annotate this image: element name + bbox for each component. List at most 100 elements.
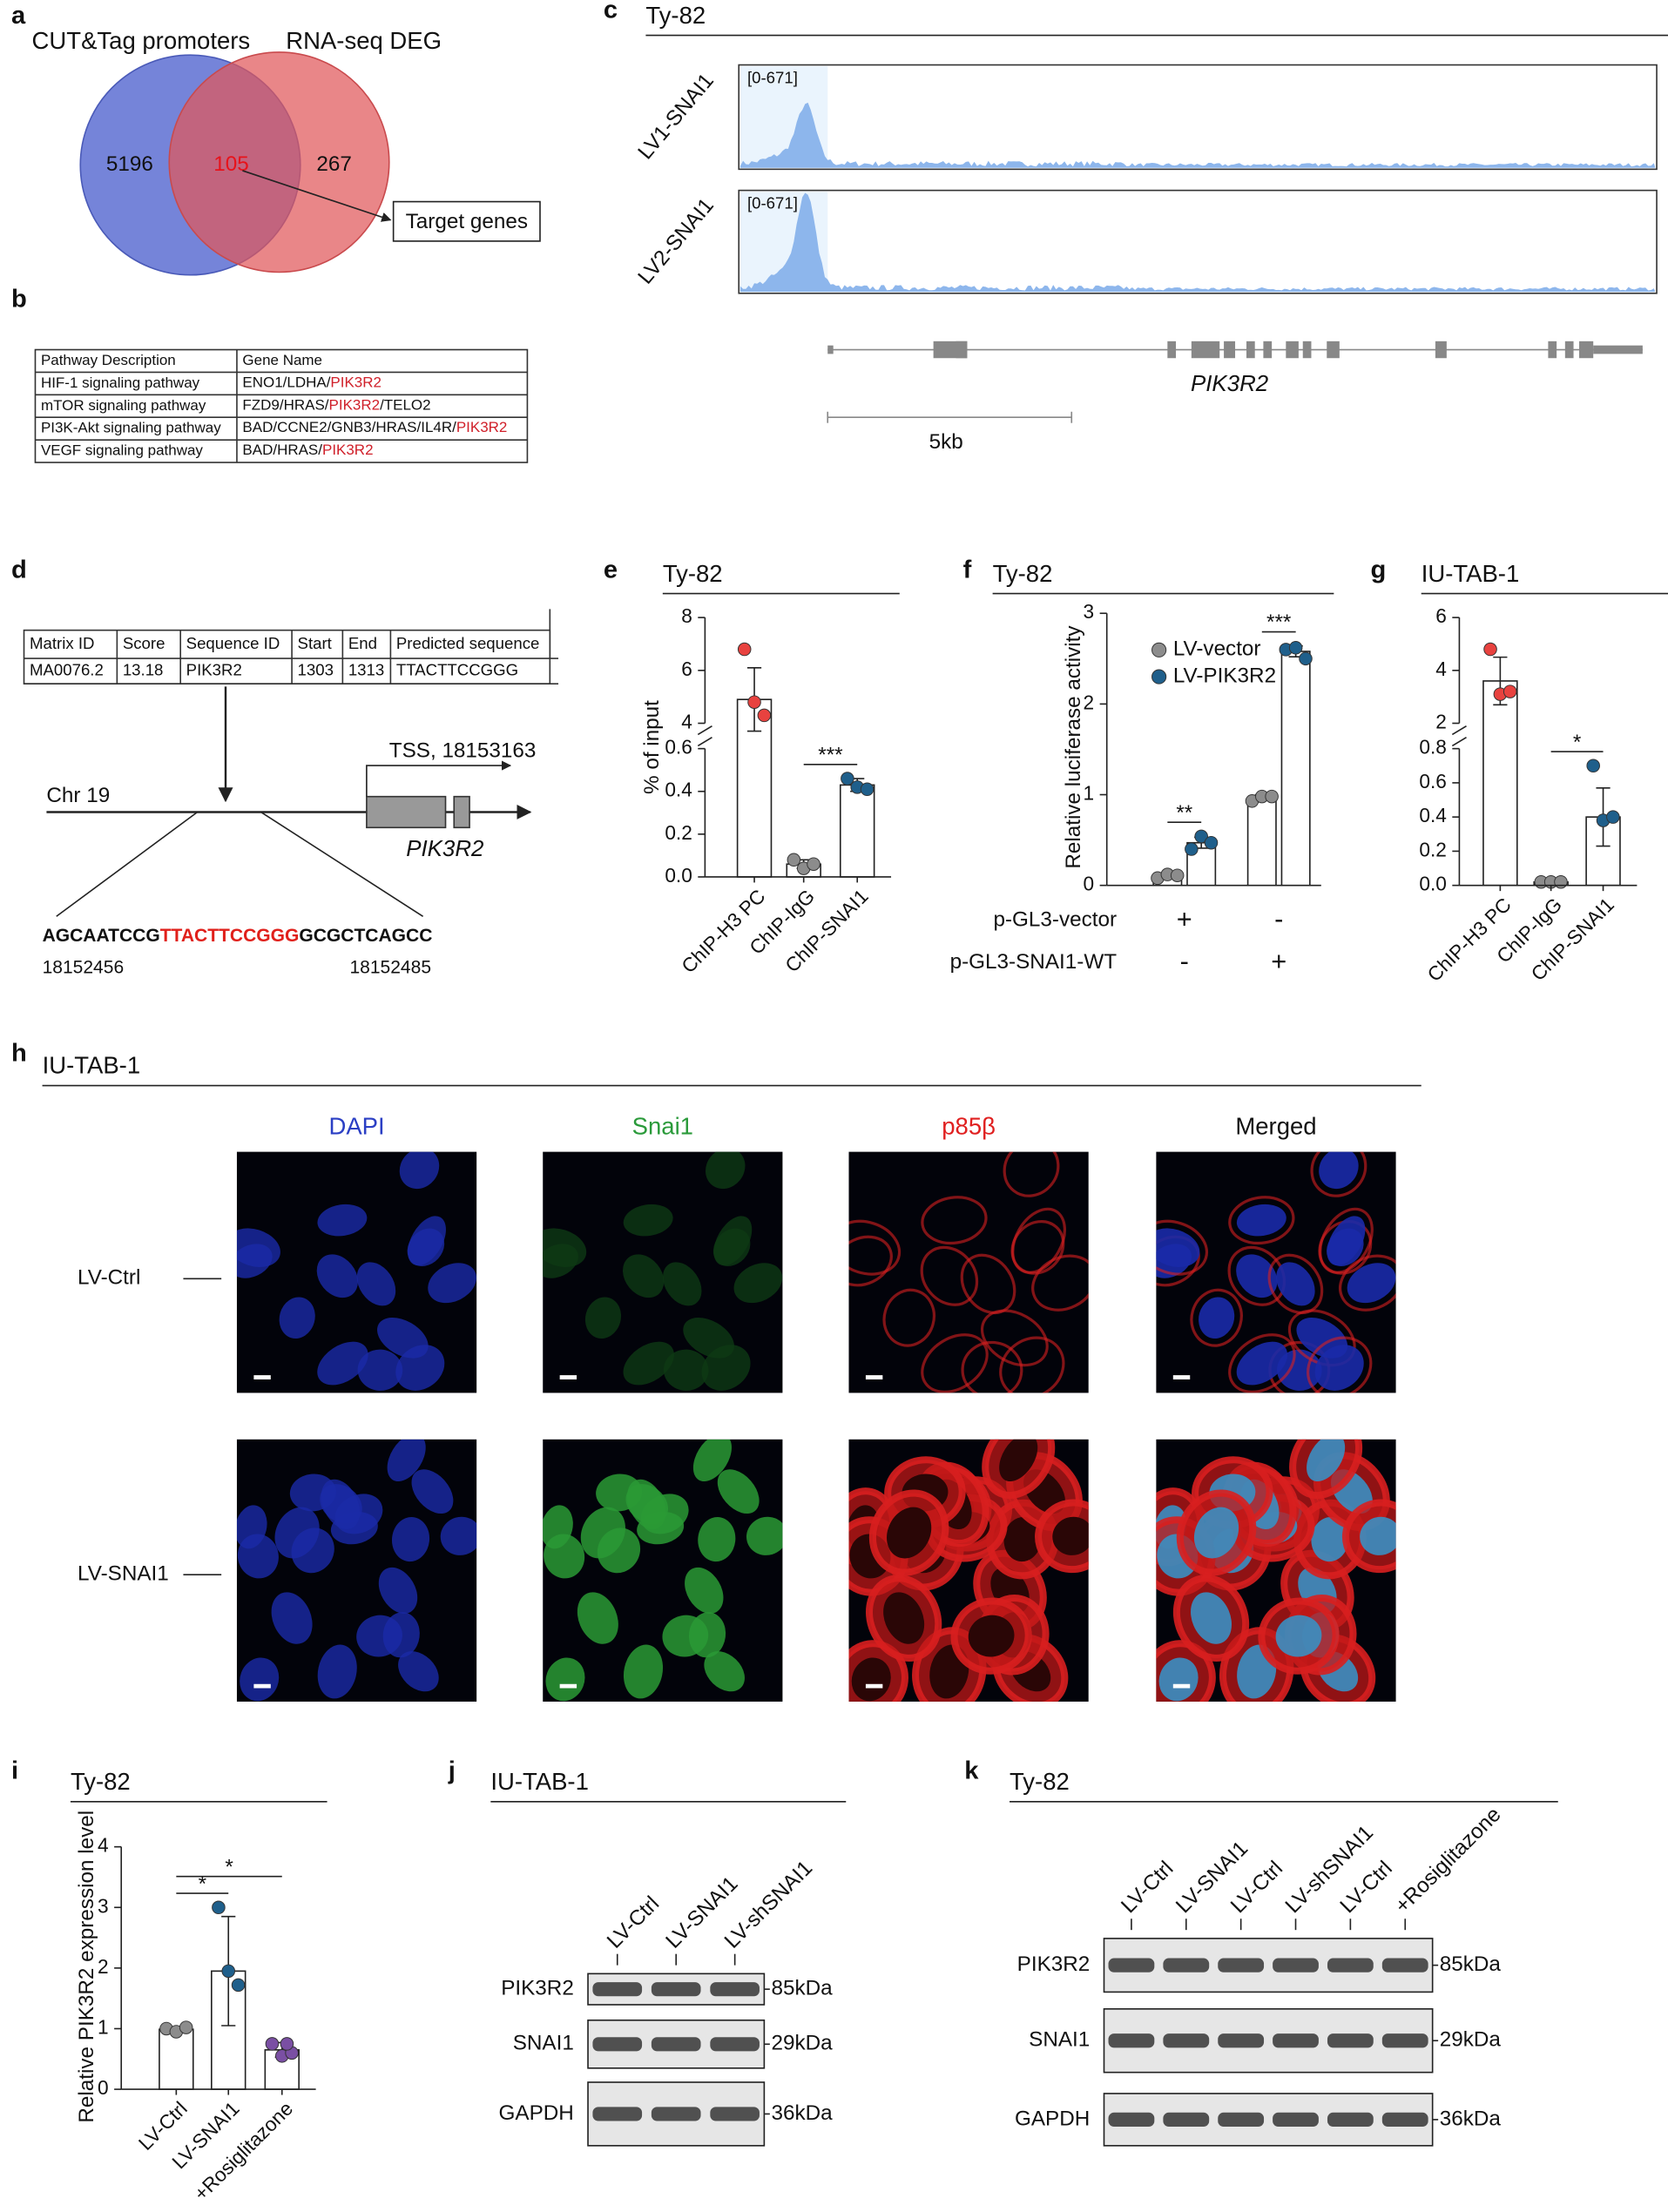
- band: [1108, 2112, 1155, 2127]
- nucleus: [623, 1204, 673, 1237]
- panel-title: Ty-82: [645, 2, 706, 29]
- callout: Target genes: [406, 210, 528, 233]
- gene-label: PIK3R2: [406, 837, 484, 861]
- nucleus: [1236, 1254, 1278, 1298]
- bar: [1280, 651, 1311, 887]
- band: [651, 2037, 701, 2052]
- nucleus: [398, 1651, 439, 1692]
- size-label: 85kDa: [1440, 1952, 1502, 1976]
- nucleus: [623, 1254, 665, 1298]
- exon: [1263, 341, 1273, 359]
- exon: [1435, 341, 1447, 359]
- cytoplasm: [921, 1196, 988, 1245]
- data-point: [1554, 874, 1568, 889]
- bar: [159, 2028, 194, 2090]
- venn-right: [168, 51, 390, 273]
- gene-name: ENO1/LDHA/: [242, 374, 330, 391]
- data-point: [231, 1978, 246, 1993]
- table-header: Score: [123, 634, 165, 652]
- nucleus: [698, 1516, 736, 1562]
- nucleus: [1156, 1228, 1200, 1267]
- nucleus: [1319, 1151, 1359, 1190]
- nucleus: [580, 1507, 625, 1559]
- data-point: [280, 2037, 294, 2051]
- data-point: [1299, 651, 1313, 666]
- panel-letter: c: [604, 0, 618, 24]
- table-frame: [34, 348, 529, 463]
- nucleus: [357, 1349, 403, 1391]
- panel-letter: e: [604, 556, 618, 583]
- gene-name: BAD/CCNE2/GNB3/HRAS/IL4R/: [242, 420, 456, 436]
- band: [1327, 2033, 1374, 2048]
- cytoplasm: [1310, 1151, 1367, 1197]
- bar: [1246, 796, 1277, 887]
- micrograph: [236, 1439, 477, 1702]
- panel-letter: d: [11, 556, 27, 583]
- bar: [1482, 680, 1518, 887]
- cells: [543, 1151, 783, 1391]
- data-point: [1483, 642, 1497, 657]
- panel-letter: h: [11, 1040, 27, 1068]
- nucleus: [704, 1651, 745, 1692]
- nucleus: [236, 1228, 280, 1267]
- cells: [236, 1151, 476, 1391]
- nucleus: [1311, 1516, 1349, 1562]
- table-cell: 1313: [348, 661, 384, 679]
- panel-letter: k: [964, 1757, 979, 1785]
- size-label: 36kDa: [771, 2101, 833, 2125]
- y-tick-label: 6: [1435, 604, 1447, 627]
- y-tick-label: 0.2: [665, 821, 692, 844]
- gene-name: /TELO2: [380, 397, 431, 414]
- significance: *: [225, 1855, 233, 1878]
- micrograph: [1156, 1439, 1396, 1702]
- nucleus: [411, 1469, 454, 1514]
- y-tick-label: 2: [1084, 691, 1095, 713]
- row-label: LV-SNAI1: [78, 1562, 169, 1586]
- table-header: Pathway Description: [41, 352, 176, 368]
- blot-label: SNAI1: [513, 2032, 574, 2055]
- band: [592, 1982, 643, 1997]
- exon: [1286, 341, 1299, 359]
- condition-label: p-GL3-SNAI1-WT: [950, 950, 1118, 974]
- blot-label: SNAI1: [1029, 2028, 1090, 2052]
- band: [1218, 1958, 1265, 1973]
- cytoplasm: [1190, 1288, 1243, 1347]
- table-cell: TTACTTCCGGG: [396, 661, 518, 679]
- exon: [1564, 341, 1574, 359]
- legend-marker: [1151, 669, 1167, 685]
- cytoplasm: [1228, 1333, 1296, 1393]
- table-cell: MA0076.2: [30, 661, 104, 679]
- panel-letter: g: [1370, 556, 1386, 583]
- cytoplasm: [921, 1333, 989, 1393]
- track-range: [0-671]: [747, 69, 798, 87]
- nucleus: [317, 1644, 357, 1699]
- gene-label: PIK3R2: [1191, 372, 1269, 396]
- nucleus: [663, 1262, 702, 1306]
- cytoplasm: [961, 1340, 1023, 1393]
- data-point: [787, 853, 801, 867]
- band: [651, 1982, 701, 1997]
- cells: [848, 1151, 1089, 1393]
- callout-arrow: [242, 170, 392, 222]
- y-axis-label: % of input: [640, 700, 664, 794]
- data-point: [221, 1964, 236, 1979]
- data-point: [1503, 685, 1517, 698]
- data-point: [1204, 835, 1219, 850]
- cytoplasm: [1011, 1207, 1067, 1274]
- sequence-part: TTACTTCCGGG: [160, 926, 300, 946]
- nucleus: [387, 1439, 426, 1482]
- table-cell: mTOR signaling pathway: [41, 397, 206, 414]
- blot-frame: [1103, 1938, 1434, 1993]
- band: [1163, 2112, 1210, 2127]
- sequence: AGCAATCCGTTACTTCCGGGGCGCTCAGCC: [43, 926, 433, 946]
- gene-name: PIK3R2: [456, 420, 508, 436]
- panel-title: IU-TAB-1: [43, 1052, 141, 1079]
- size-label: 36kDa: [1440, 2107, 1502, 2130]
- nucleus: [543, 1228, 587, 1267]
- table-cell: 13.18: [123, 661, 164, 679]
- cytoplasm: [882, 1288, 936, 1347]
- count: 267: [316, 152, 352, 176]
- y-tick-label: 3: [98, 1894, 109, 1917]
- data-point: [212, 1900, 226, 1915]
